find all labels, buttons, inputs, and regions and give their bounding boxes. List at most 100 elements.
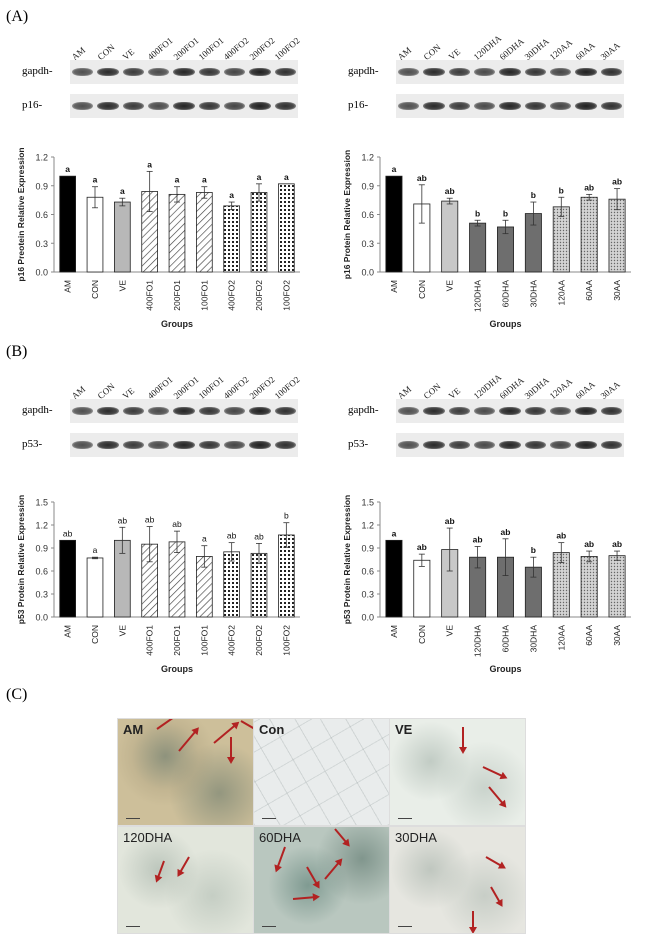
protein-band — [474, 68, 496, 76]
protein-band — [224, 102, 246, 110]
red-arrow-icon — [156, 719, 189, 730]
x-tick-label: 30AA — [612, 625, 622, 646]
protein-band — [249, 68, 271, 76]
red-arrow-icon — [469, 911, 477, 933]
lane-label: 60AA — [573, 379, 597, 401]
lane-label: 100FO2 — [272, 35, 302, 62]
protein-band — [97, 441, 119, 449]
x-tick-label: 60AA — [584, 280, 594, 301]
protein-band — [398, 407, 420, 415]
protein-band — [575, 407, 597, 415]
protein-band — [148, 407, 170, 415]
lane-label: 200FO1 — [171, 374, 201, 401]
red-arrow-icon — [213, 724, 237, 744]
protein-band — [575, 68, 597, 76]
protein-band — [97, 68, 119, 76]
x-tick-label: 30DHA — [528, 625, 538, 653]
y-tick-label: 0.0 — [361, 613, 374, 623]
micrograph-label: 120DHA — [123, 830, 173, 845]
scale-bar — [126, 818, 140, 819]
bar-AM — [59, 175, 76, 273]
lane-label: 400FO1 — [145, 35, 175, 62]
protein-band — [600, 407, 622, 415]
protein-band — [423, 441, 445, 449]
significance-letter: ab — [417, 173, 427, 183]
x-tick-label: VE — [445, 625, 455, 637]
y-tick-label: 0.0 — [361, 268, 374, 278]
significance-letter: ab — [417, 542, 427, 552]
significance-letter: a — [202, 534, 207, 544]
lane-label: 30AA — [598, 40, 622, 62]
protein-band — [173, 102, 195, 110]
protein-band — [274, 102, 296, 110]
protein-band — [524, 407, 546, 415]
red-arrow-icon — [240, 720, 253, 736]
y-tick-label: 1.2 — [35, 521, 48, 531]
x-tick-label: 120DHA — [473, 625, 483, 657]
lane-label: 100FO2 — [272, 374, 302, 401]
protein-band — [499, 68, 521, 76]
red-arrow-icon — [490, 886, 501, 904]
significance-letter: a — [392, 528, 397, 538]
x-tick-label: AM — [63, 280, 73, 293]
blot-label-gapdh: gapdh- — [348, 404, 379, 416]
protein-band — [524, 441, 546, 449]
bar-CON — [86, 196, 104, 273]
lane-label: 100FO1 — [196, 374, 226, 401]
x-tick-label: 120DHA — [473, 280, 483, 312]
protein-band — [550, 68, 572, 76]
bar-400FO2 — [223, 551, 240, 618]
bar-VE — [441, 200, 459, 273]
y-tick-label: 0.9 — [361, 181, 374, 191]
x-tick-label: 100FO2 — [281, 625, 291, 656]
protein-band — [423, 407, 445, 415]
lane-label: 120DHA — [471, 33, 504, 62]
significance-letter: b — [475, 208, 480, 218]
bar-30AA — [608, 555, 626, 618]
protein-band — [198, 68, 220, 76]
protein-band — [474, 441, 496, 449]
lane-label: 400FO1 — [145, 374, 175, 401]
red-arrow-icon — [227, 737, 235, 764]
protein-band — [198, 102, 220, 110]
significance-letter: a — [175, 175, 180, 185]
lane-label: 200FO2 — [247, 374, 277, 401]
protein-band — [398, 102, 420, 110]
protein-band — [72, 102, 94, 110]
western-blot-a-right: AM CON VE 120DHA 60DHA 30DHA 120AA 60AA 30AA gapd… — [344, 28, 626, 133]
significance-letter: b — [531, 190, 536, 200]
protein-band — [524, 68, 546, 76]
bar-AM — [385, 175, 403, 273]
lane-label: 400FO2 — [221, 374, 251, 401]
protein-band — [448, 102, 470, 110]
y-tick-label: 0.9 — [35, 181, 48, 191]
micrograph-label: AM — [123, 722, 144, 737]
protein-band — [524, 102, 546, 110]
y-tick-label: 0.3 — [361, 590, 374, 600]
red-arrow-icon — [334, 828, 348, 844]
x-tick-label: CON — [417, 280, 427, 299]
scale-bar — [262, 818, 276, 819]
lane-label: 200FO1 — [171, 35, 201, 62]
protein-band — [148, 102, 170, 110]
micrograph-120dha: 120DHA — [117, 826, 254, 934]
red-arrow-icon — [292, 896, 316, 900]
red-arrow-icon — [179, 856, 190, 874]
protein-band — [224, 407, 246, 415]
protein-band — [173, 441, 195, 449]
protein-band — [72, 407, 94, 415]
significance-letter: ab — [473, 534, 483, 544]
bar-CON — [413, 559, 431, 618]
significance-letter: a — [93, 175, 98, 185]
x-tick-label: 400FO2 — [227, 625, 237, 656]
significance-letter: ab — [172, 519, 182, 529]
lane-label: 400FO2 — [221, 35, 251, 62]
bar-100FO2 — [278, 183, 295, 273]
x-tick-label: 400FO2 — [227, 280, 237, 311]
bar-200FO1 — [168, 541, 186, 618]
protein-band — [575, 102, 597, 110]
beta-gal-micrographs: AM Con VE 120DHA 60DHA 30DHA — [117, 718, 526, 934]
protein-band — [173, 68, 195, 76]
protein-band — [550, 407, 572, 415]
scale-bar — [398, 926, 412, 927]
